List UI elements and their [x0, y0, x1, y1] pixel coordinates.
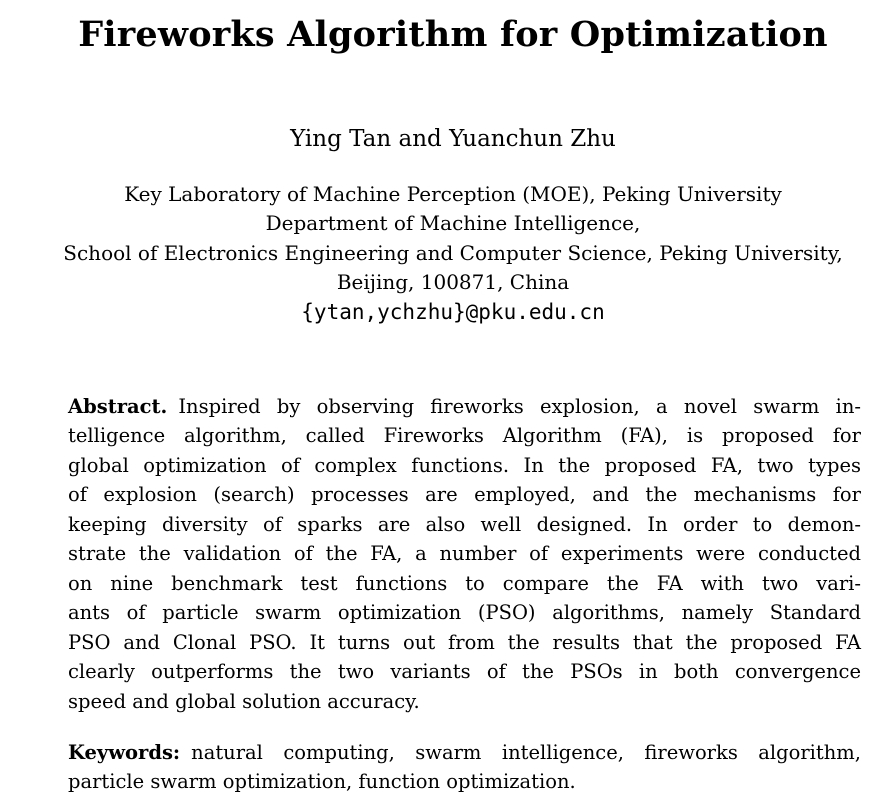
abstract-line: keeping diversity of sparks are also wel… [68, 512, 861, 536]
abstract-line: telligence algorithm, called Fireworks A… [68, 424, 861, 448]
institute-line: Beijing, 100871, China [336, 270, 570, 295]
institute-line: Key Laboratory of Machine Perception (MO… [124, 182, 782, 206]
paper-title: Fireworks Algorithm for Optimization [78, 14, 828, 55]
keywords-line-text: natural computing, swarm intelligence, f… [191, 741, 861, 765]
keywords-block: Keywords: natural computing, swarm intell… [68, 738, 861, 797]
abstract-line: Abstract. Inspired by observing fireworks… [68, 392, 861, 421]
abstract-line: ants of particle swarm optimization (PSO… [68, 601, 861, 625]
abstract-block: Abstract. Inspired by observing fireworks… [68, 392, 861, 716]
institute-line: Department of Machine Intelligence, [265, 211, 641, 236]
keywords-line: Keywords: natural computing, swarm intell… [68, 738, 861, 767]
authors-line: Ying Tan and Yuanchun Zhu [290, 126, 616, 152]
abstract-line: speed and global solution accuracy. [68, 689, 420, 713]
email-line: {ytan,ychzhu}@pku.edu.cn [301, 299, 605, 324]
abstract-line: global optimization of complex functions… [68, 453, 861, 477]
paper-head: Fireworks Algorithm for Optimization Yin… [43, 0, 863, 327]
abstract-line: on nine benchmark test functions to comp… [68, 571, 861, 595]
institute-block: Key Laboratory of Machine Perception (MO… [43, 180, 863, 327]
abstract-label: Abstract. [68, 395, 168, 419]
keywords-label: Keywords: [68, 741, 181, 765]
abstract-line: PSO and Clonal PSO. It turns out from th… [68, 630, 861, 654]
keywords-line: particle swarm optimization, function op… [68, 770, 576, 794]
abstract-line: of explosion (search) processes are empl… [68, 483, 861, 507]
abstract-line: clearly outperforms the two variants of … [68, 660, 861, 684]
abstract-line-text: Inspired by observing fireworks explosio… [178, 395, 861, 419]
abstract-line: strate the validation of the FA, a numbe… [68, 542, 861, 566]
institute-line: School of Electronics Engineering and Co… [63, 240, 843, 265]
